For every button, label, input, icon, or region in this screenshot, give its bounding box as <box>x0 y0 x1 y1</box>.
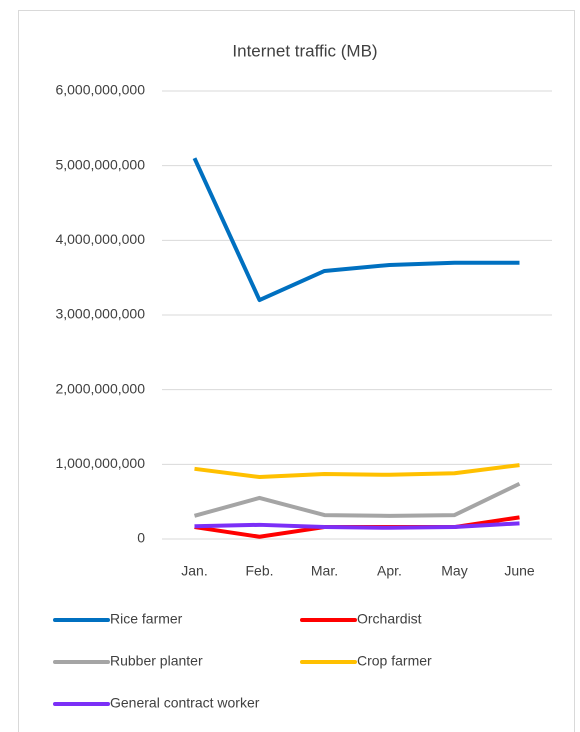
y-tick-label: 4,000,000,000 <box>55 231 145 247</box>
legend-label: Rice farmer <box>110 611 183 627</box>
line-series <box>192 157 520 303</box>
y-tick-label: 6,000,000,000 <box>55 82 145 98</box>
line-series <box>193 481 521 518</box>
y-tick-label: 0 <box>137 530 145 546</box>
chart-frame <box>18 10 575 732</box>
x-tick-label: Jan. <box>181 563 207 579</box>
x-tick-label: June <box>504 563 535 579</box>
y-tick-label: 2,000,000,000 <box>55 380 145 396</box>
y-tick-label: 1,000,000,000 <box>55 455 145 471</box>
y-tick-label: 5,000,000,000 <box>55 156 145 172</box>
x-tick-label: Feb. <box>245 563 273 579</box>
x-tick-label: May <box>441 563 467 579</box>
line-series <box>194 521 520 530</box>
x-tick-label: Mar. <box>311 563 338 579</box>
x-tick-label: Apr. <box>377 563 402 579</box>
y-tick-label: 3,000,000,000 <box>55 306 145 322</box>
chart-title: Internet traffic (MB) <box>232 41 377 60</box>
legend-label: Crop farmer <box>357 653 432 669</box>
legend-label: Orchardist <box>357 611 422 627</box>
legend-label: Rubber planter <box>110 653 203 669</box>
line-series <box>194 463 520 480</box>
legend-label: General contract worker <box>110 695 260 711</box>
